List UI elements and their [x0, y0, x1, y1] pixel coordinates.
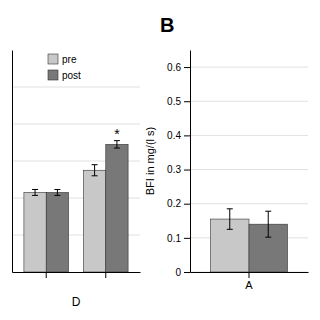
annotation: * [114, 126, 120, 142]
error-bar [54, 189, 60, 195]
axis-line [190, 51, 191, 273]
error-bar [227, 209, 233, 229]
legend-item: pre [48, 54, 77, 65]
tick: 0 [175, 267, 190, 278]
legend-swatch [48, 70, 58, 80]
tick-mark [105, 272, 106, 278]
grid-line [190, 203, 308, 204]
legend-label: pre [62, 54, 77, 65]
tick [46, 272, 47, 278]
tick: 0.4 [167, 130, 190, 141]
tick-mark [46, 272, 47, 278]
x-axis-label: D [72, 295, 81, 309]
grid-line [190, 67, 308, 68]
grid-line [12, 87, 140, 88]
grid-line [190, 101, 308, 102]
series [211, 209, 249, 272]
bar [106, 144, 128, 272]
series [24, 165, 106, 272]
error-bar [32, 189, 38, 195]
tick: 0.3 [167, 164, 190, 175]
tick-label: A [245, 279, 253, 291]
tick-mark [184, 170, 190, 171]
panel: Dpre post * [12, 51, 141, 310]
y-axis: 0 0.1 0.2 0.3 0.4 0.5 0.6 [167, 51, 190, 278]
tick-label: 0.4 [167, 130, 181, 141]
tick-mark [249, 272, 250, 278]
marks [24, 141, 128, 272]
legend-item: post [48, 70, 81, 81]
tick [105, 272, 106, 278]
axis-line [12, 51, 13, 273]
error-bar [114, 141, 120, 148]
tick-label: 0.5 [167, 96, 181, 107]
tick-mark [184, 238, 190, 239]
series [46, 141, 128, 272]
tick-label: 0.1 [167, 233, 181, 244]
grid-line [190, 169, 308, 170]
marks [211, 209, 288, 272]
panel: A 0 0.1 0.2 0.3 0.4 0.5 0.6 BFI in mg/(l s) B [144, 14, 309, 291]
x-axis [13, 272, 141, 278]
series [249, 211, 287, 272]
y-axis [12, 51, 13, 273]
grid-line [12, 124, 140, 125]
tick-mark [184, 272, 190, 273]
chart-root: Dpre post * A 0 0.1 0.2 0.3 0.4 0.5 0.6 BFI in mg/(… [0, 0, 320, 320]
tick-mark [184, 101, 190, 102]
legend-label: post [62, 70, 81, 81]
tick-label: 0 [175, 267, 181, 278]
chart-svg: Dpre post * A 0 0.1 0.2 0.3 0.4 0.5 0.6 BFI in mg/(… [0, 0, 320, 320]
legend: pre post [48, 54, 81, 81]
bar [24, 192, 46, 272]
tick: 0.5 [167, 96, 190, 107]
y-axis-label: BFI in mg/(l s) [144, 127, 156, 195]
x-axis: A [191, 272, 309, 291]
tick-label: 0.3 [167, 164, 181, 175]
tick-mark [184, 204, 190, 205]
tick: 0.6 [167, 62, 190, 73]
tick-label: 0.6 [167, 62, 181, 73]
tick: 0.2 [167, 198, 190, 209]
tick-label: 0.2 [167, 198, 181, 209]
axis-line [13, 272, 141, 273]
tick: A [245, 272, 253, 291]
title: B [160, 14, 174, 36]
grid-line [190, 135, 308, 136]
error-bar [265, 211, 271, 237]
grid [190, 67, 308, 272]
legend-swatch [48, 54, 58, 64]
tick-mark [184, 67, 190, 68]
tick-mark [184, 135, 190, 136]
bar [83, 170, 105, 272]
bar [46, 192, 68, 272]
tick: 0.1 [167, 233, 190, 244]
error-bar [92, 165, 98, 176]
